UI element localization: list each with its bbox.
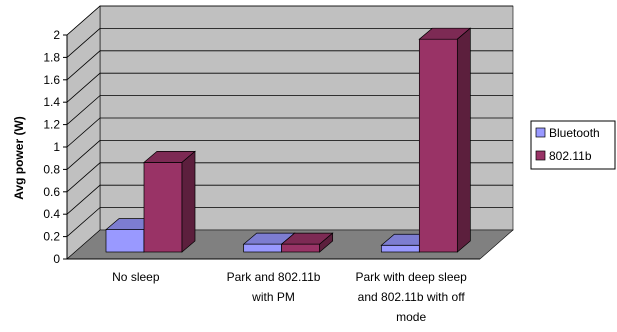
gridline [66,207,513,237]
bar-80211b-3 [418,27,472,253]
x-axis-labels: No sleep Park and 802.11b with PM Park with… [112,270,467,324]
gridline [66,27,513,58]
x-category-label: Park and 802.11b with PM [227,270,321,304]
y-tick-label: 1.4 [43,95,60,109]
y-tick-label: 0 [53,252,60,266]
gridline [66,162,513,193]
bar-80211b-1 [143,150,196,253]
x-category-label-line: Park with deep sleep [355,270,467,284]
y-tick-label: 2 [53,28,60,42]
bar-front [105,229,145,253]
x-category-label-line: and 802.11b with off [358,290,466,304]
bar-front [243,243,283,253]
gridline [66,184,513,215]
y-tick-label: 1.2 [43,118,60,132]
gridline [66,50,513,81]
bar-front [418,38,458,253]
bar-80211b-2 [280,232,334,253]
gridline [66,72,513,103]
bar-front [281,243,321,253]
x-category-label: Park with deep sleep and 802.11b with off… [355,270,467,324]
gridline [66,5,513,36]
legend: Bluetooth 802.11b [530,120,616,170]
y-tick-label: 1 [53,140,60,154]
bar-side [181,150,196,253]
bar-side [319,232,334,253]
bar-front [143,162,183,253]
y-tick-label: 1.8 [43,50,60,64]
y-axis-label: Avg power (W) [12,116,26,200]
gridline [66,139,513,170]
bars [105,27,472,253]
legend-swatch [535,150,546,161]
y-tick-label: 0.8 [43,162,60,176]
x-category-label-line: with PM [251,290,295,304]
x-category-label-line: mode [396,310,426,324]
x-category-label-line: Park and 802.11b [227,270,321,284]
legend-swatch [535,127,546,138]
y-tick-label: 0.2 [43,230,60,244]
y-tick-label: 0.6 [43,185,60,199]
y-tick-label: 1.6 [43,73,60,87]
y-tick-label: 0.4 [43,207,60,221]
x-category-label-line: No sleep [112,270,160,284]
x-category-label: No sleep [112,270,160,284]
bar-side [456,27,471,253]
bar-front [380,244,420,253]
legend-label: Bluetooth [549,126,600,140]
gridline [66,117,513,148]
gridlines [66,5,513,237]
gridline [66,95,513,125]
y-axis: 0 0.2 0.4 0.6 0.8 1 1.2 1.4 1.6 1.8 2 [43,28,480,266]
legend-label: 802.11b [549,149,592,163]
